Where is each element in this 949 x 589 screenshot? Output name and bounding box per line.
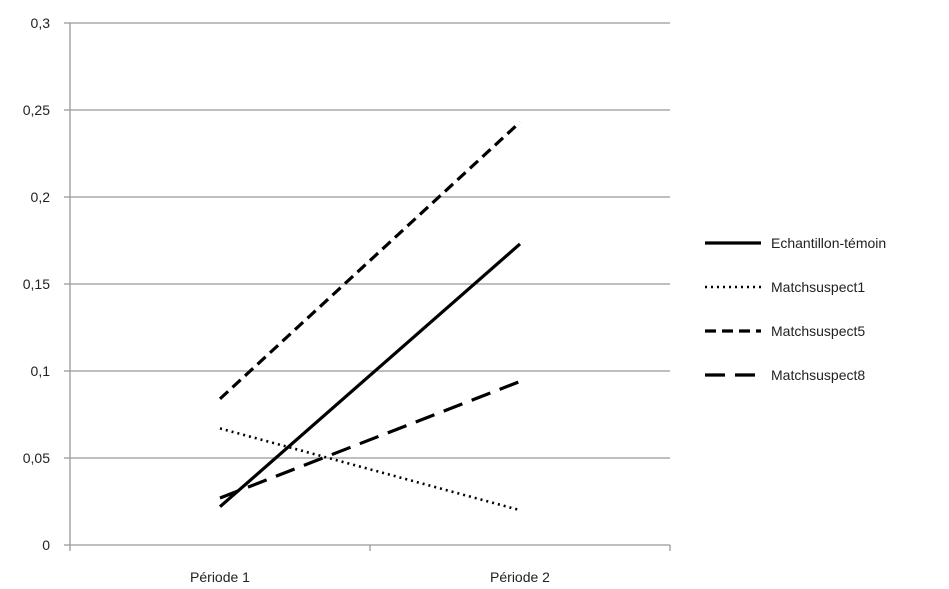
y-tick-label: 0,2 — [31, 189, 51, 205]
legend-label: Echantillon-témoin — [771, 235, 886, 251]
series-line-matchsuspect8 — [219, 379, 521, 500]
series-line-matchsuspect1 — [219, 427, 521, 512]
legend-label: Matchsuspect1 — [771, 279, 865, 295]
x-tick-label: Période 1 — [190, 569, 250, 585]
y-tick-label: 0,25 — [23, 102, 50, 118]
legend-label: Matchsuspect5 — [771, 323, 865, 339]
x-tick-label: Période 2 — [490, 569, 550, 585]
y-tick-label: 0,1 — [31, 363, 51, 379]
series-line-matchsuspect5 — [218, 121, 522, 401]
y-tick-label: 0,15 — [23, 276, 50, 292]
legend-label: Matchsuspect8 — [771, 367, 865, 383]
y-tick-label: 0,05 — [23, 450, 50, 466]
series-line-echantillon-t-moin — [218, 242, 522, 508]
y-tick-label: 0,3 — [31, 15, 51, 31]
y-tick-label: 0 — [42, 537, 50, 553]
